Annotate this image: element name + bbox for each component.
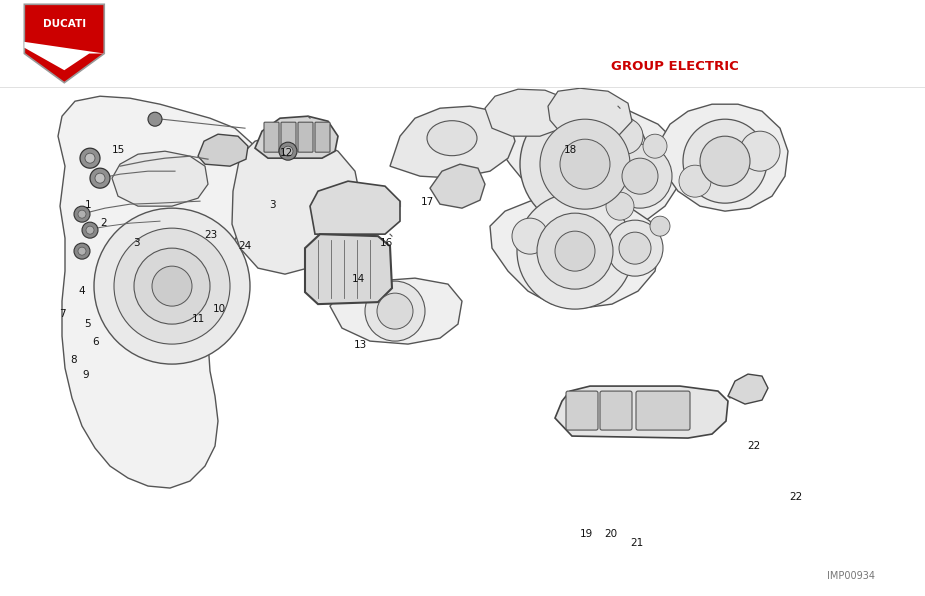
Polygon shape <box>305 234 392 304</box>
FancyBboxPatch shape <box>264 122 279 152</box>
Polygon shape <box>24 42 105 70</box>
Text: 15: 15 <box>112 145 125 155</box>
Circle shape <box>619 232 651 264</box>
Circle shape <box>114 228 230 344</box>
Circle shape <box>377 293 413 329</box>
Circle shape <box>78 210 86 218</box>
Text: 4: 4 <box>78 286 85 296</box>
FancyBboxPatch shape <box>315 122 330 152</box>
Circle shape <box>607 118 643 154</box>
Text: 13: 13 <box>354 340 367 350</box>
Text: 2: 2 <box>100 218 107 228</box>
Text: 7: 7 <box>59 309 67 319</box>
Text: 11: 11 <box>192 314 205 324</box>
Polygon shape <box>24 4 105 83</box>
Polygon shape <box>198 134 248 166</box>
Circle shape <box>607 220 663 276</box>
FancyBboxPatch shape <box>636 391 690 430</box>
Circle shape <box>279 142 297 160</box>
Text: 6: 6 <box>92 337 99 347</box>
Circle shape <box>520 99 650 229</box>
Circle shape <box>134 248 210 324</box>
Circle shape <box>80 148 100 168</box>
Circle shape <box>78 247 86 255</box>
Polygon shape <box>58 96 262 488</box>
Circle shape <box>700 136 750 186</box>
Text: 5: 5 <box>84 319 92 330</box>
Circle shape <box>555 231 595 271</box>
Text: 9: 9 <box>82 370 90 380</box>
Polygon shape <box>232 134 360 274</box>
Circle shape <box>85 153 95 163</box>
Circle shape <box>90 168 110 188</box>
Polygon shape <box>330 278 462 344</box>
Circle shape <box>86 226 94 234</box>
Circle shape <box>540 119 630 209</box>
Polygon shape <box>485 89 572 136</box>
FancyBboxPatch shape <box>600 391 632 430</box>
Text: 8: 8 <box>70 355 78 365</box>
Circle shape <box>148 112 162 126</box>
Text: 17: 17 <box>421 197 434 207</box>
FancyBboxPatch shape <box>566 391 598 430</box>
Text: 16: 16 <box>380 238 393 248</box>
Text: 19: 19 <box>580 529 593 539</box>
Circle shape <box>517 193 633 309</box>
Circle shape <box>74 243 90 259</box>
Text: 22: 22 <box>747 441 760 451</box>
Polygon shape <box>310 181 400 234</box>
Text: 3: 3 <box>132 238 140 248</box>
Circle shape <box>650 216 670 236</box>
Circle shape <box>152 266 192 306</box>
Text: 1: 1 <box>84 200 92 210</box>
Circle shape <box>608 144 672 208</box>
Circle shape <box>94 208 250 364</box>
Circle shape <box>606 192 634 220</box>
Text: DUCATI: DUCATI <box>43 19 86 29</box>
Circle shape <box>537 213 613 289</box>
Text: 3: 3 <box>269 200 277 210</box>
Polygon shape <box>112 151 208 206</box>
Text: 20: 20 <box>604 529 617 539</box>
Polygon shape <box>390 106 515 178</box>
Text: 24: 24 <box>239 241 252 251</box>
Text: GROUP ELECTRIC: GROUP ELECTRIC <box>611 60 739 73</box>
Circle shape <box>283 146 293 156</box>
Text: 10: 10 <box>213 304 226 314</box>
Circle shape <box>740 131 780 171</box>
Circle shape <box>643 134 667 158</box>
Text: DRAWING 18A - ENGINE CONTROL UNIT [MOD:M 1200]: DRAWING 18A - ENGINE CONTROL UNIT [MOD:M… <box>269 24 776 42</box>
Circle shape <box>622 158 658 194</box>
Circle shape <box>74 206 90 222</box>
Text: 22: 22 <box>789 492 802 502</box>
Circle shape <box>365 281 425 341</box>
Text: 23: 23 <box>204 231 217 240</box>
Polygon shape <box>548 88 632 141</box>
Circle shape <box>679 165 711 197</box>
Circle shape <box>683 119 767 203</box>
Polygon shape <box>430 164 485 208</box>
Polygon shape <box>728 374 768 404</box>
Text: 12: 12 <box>280 148 293 158</box>
Ellipse shape <box>427 121 477 156</box>
Circle shape <box>82 222 98 238</box>
Circle shape <box>512 218 548 254</box>
Circle shape <box>560 139 610 189</box>
Text: 18: 18 <box>564 145 577 155</box>
FancyBboxPatch shape <box>281 122 296 152</box>
Polygon shape <box>490 196 660 308</box>
Polygon shape <box>555 386 728 438</box>
Text: IMP00934: IMP00934 <box>827 571 875 581</box>
FancyBboxPatch shape <box>298 122 313 152</box>
Text: 21: 21 <box>630 538 643 548</box>
Circle shape <box>95 173 105 183</box>
Text: 14: 14 <box>352 274 365 284</box>
Polygon shape <box>255 116 338 158</box>
Polygon shape <box>490 101 682 228</box>
Polygon shape <box>660 104 788 211</box>
